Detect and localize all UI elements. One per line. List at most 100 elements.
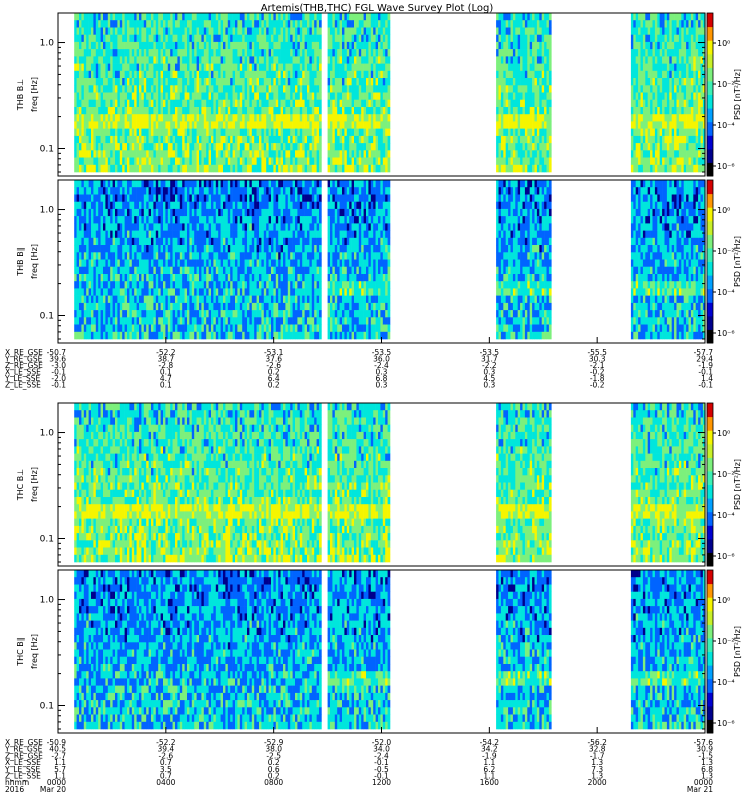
spectrogram-cell bbox=[271, 107, 274, 115]
spectrogram-cell bbox=[98, 63, 101, 72]
spectrogram-cell bbox=[635, 56, 639, 64]
spectrogram-cell bbox=[115, 135, 118, 144]
spectrogram-cell bbox=[194, 107, 197, 115]
spectrogram-cell bbox=[163, 288, 166, 296]
spectrogram-cell bbox=[666, 107, 670, 115]
spectrogram-cell bbox=[131, 180, 135, 188]
spectrogram-cell bbox=[225, 41, 229, 50]
spectrogram-cell bbox=[139, 237, 142, 246]
spectrogram-cell bbox=[158, 245, 161, 253]
spectrogram-cell bbox=[686, 121, 689, 129]
spectrogram-cell bbox=[244, 107, 248, 115]
spectrogram-cell bbox=[247, 49, 250, 57]
spectrogram-cell bbox=[203, 27, 207, 36]
spectrogram-cell bbox=[546, 143, 550, 151]
spectrogram-cell bbox=[242, 20, 245, 28]
spectrogram-cell bbox=[76, 310, 80, 318]
spectrogram-cell bbox=[271, 143, 274, 151]
spectrogram-cell bbox=[129, 99, 133, 108]
spectrogram-cell bbox=[498, 41, 502, 50]
spectrogram-cell bbox=[498, 78, 502, 86]
spectrogram-cell bbox=[671, 78, 675, 86]
spectrogram-cell bbox=[532, 107, 535, 115]
spectrogram-cell bbox=[654, 34, 658, 43]
spectrogram-cell bbox=[344, 70, 348, 79]
spectrogram-cell bbox=[309, 49, 313, 57]
spectrogram-cell bbox=[251, 78, 255, 86]
spectrogram-cell bbox=[261, 13, 265, 21]
spectrogram-cell bbox=[287, 20, 291, 28]
spectrogram-cell bbox=[373, 128, 376, 137]
colorbar-segment bbox=[707, 162, 713, 177]
spectrogram-cell bbox=[247, 114, 250, 122]
spectrogram-cell bbox=[529, 164, 533, 173]
spectrogram-cell bbox=[522, 70, 526, 79]
spectrogram-cell bbox=[83, 194, 87, 203]
spectrogram-cell bbox=[105, 274, 109, 282]
spectrogram-cell bbox=[165, 114, 169, 122]
spectrogram-cell bbox=[273, 49, 277, 57]
spectrogram-cell bbox=[165, 70, 169, 79]
spectrogram-cell bbox=[351, 135, 355, 144]
spectrogram-cell bbox=[151, 216, 154, 224]
spectrogram-cell bbox=[261, 157, 265, 166]
spectrogram-cell bbox=[529, 107, 533, 115]
spectrogram-cell bbox=[275, 49, 279, 57]
spectrogram-cell bbox=[170, 114, 173, 122]
spectrogram-cell bbox=[95, 63, 99, 72]
spectrogram-cell bbox=[311, 135, 315, 144]
spectrogram-cell bbox=[244, 114, 248, 122]
spectrogram-cell bbox=[112, 324, 116, 333]
spectrogram-cell bbox=[522, 63, 526, 72]
spectrogram-cell bbox=[167, 99, 171, 108]
spectrogram-cell bbox=[645, 63, 648, 72]
spectrogram-cell bbox=[110, 252, 113, 260]
spectrogram-cell bbox=[327, 157, 331, 166]
spectrogram-cell bbox=[251, 92, 255, 101]
spectrogram-cell bbox=[81, 281, 85, 289]
spectrogram-cell bbox=[662, 157, 665, 166]
spectrogram-cell bbox=[167, 274, 171, 282]
spectrogram-cell bbox=[136, 187, 140, 195]
spectrogram-cell bbox=[76, 121, 80, 129]
spectrogram-cell bbox=[354, 135, 357, 144]
spectrogram-cell bbox=[647, 114, 651, 122]
spectrogram-cell bbox=[76, 317, 80, 325]
spectrogram-cell bbox=[127, 317, 130, 325]
spectrogram-cell bbox=[351, 164, 355, 173]
spectrogram-cell bbox=[630, 107, 634, 115]
spectrogram-cell bbox=[83, 266, 87, 275]
spectrogram-cell bbox=[208, 128, 212, 137]
spectrogram-cell bbox=[283, 92, 286, 101]
spectrogram-cell bbox=[131, 317, 135, 325]
spectrogram-cell bbox=[74, 187, 77, 195]
spectrogram-cell bbox=[163, 274, 166, 282]
spectrogram-cell bbox=[146, 230, 149, 239]
spectrogram-cell bbox=[211, 150, 214, 158]
spectrogram-cell bbox=[349, 164, 352, 173]
spectrogram-cell bbox=[261, 41, 265, 50]
spectrogram-cell bbox=[211, 121, 214, 129]
spectrogram-cell bbox=[165, 252, 169, 260]
spectrogram-cell bbox=[375, 27, 379, 36]
spectrogram-cell bbox=[534, 135, 538, 144]
spectrogram-cell bbox=[638, 135, 641, 144]
spectrogram-cell bbox=[702, 56, 706, 64]
spectrogram-cell bbox=[187, 99, 190, 108]
spectrogram-cell bbox=[532, 78, 535, 86]
spectrogram-cell bbox=[378, 128, 381, 137]
spectrogram-cell bbox=[544, 63, 547, 72]
spectrogram-cell bbox=[299, 128, 303, 137]
spectrogram-cell bbox=[361, 121, 364, 129]
spectrogram-cell bbox=[342, 49, 345, 57]
spectrogram-cell bbox=[227, 92, 231, 101]
spectrogram-cell bbox=[515, 121, 518, 129]
spectrogram-cell bbox=[115, 324, 118, 333]
spectrogram-cell bbox=[196, 20, 200, 28]
colorbar-segment bbox=[707, 121, 713, 136]
spectrogram-cell bbox=[529, 114, 533, 122]
spectrogram-cell bbox=[163, 331, 166, 340]
spectrogram-cell bbox=[86, 143, 89, 151]
spectrogram-cell bbox=[536, 13, 540, 21]
spectrogram-cell bbox=[163, 49, 166, 57]
